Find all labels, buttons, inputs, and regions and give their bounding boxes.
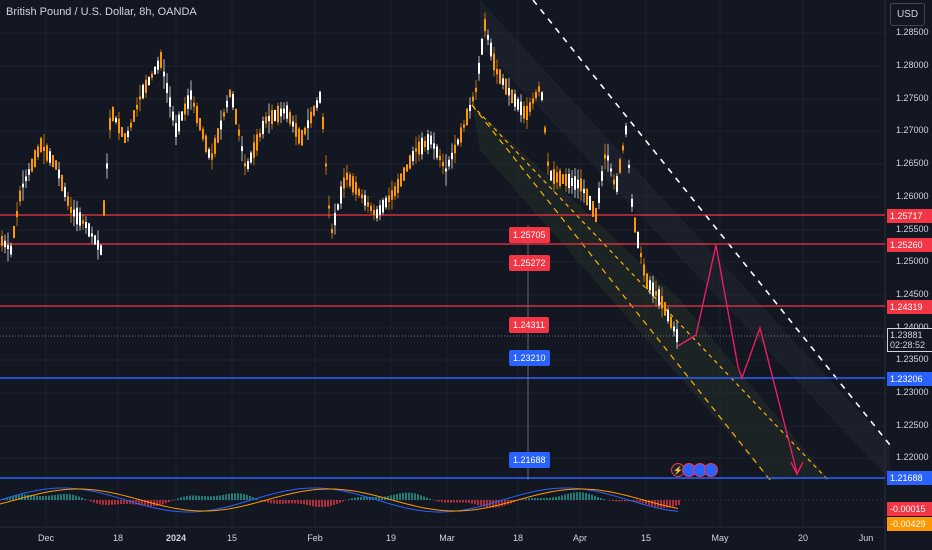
price-scale-label: 1.26500 xyxy=(896,158,929,168)
time-axis-label: 20 xyxy=(797,533,808,543)
time-axis-label: 15 xyxy=(226,533,237,543)
price-scale-label: 1.24000 xyxy=(896,322,929,332)
time-axis-label: Mar xyxy=(439,533,455,543)
time-axis-label: Feb xyxy=(307,533,323,543)
lightning-icon[interactable]: ⚡ xyxy=(671,463,685,477)
projection-path[interactable] xyxy=(677,244,798,474)
level-badge-5: 1.21688 xyxy=(509,452,550,468)
chart-title: British Pound / U.S. Dollar, 8h, OANDA xyxy=(6,6,197,18)
price-scale-label: 1.22500 xyxy=(896,420,929,430)
time-axis-label: Jun xyxy=(858,533,874,543)
time-axis-label: 19 xyxy=(385,533,396,543)
time-axis-label: Dec xyxy=(37,533,54,543)
time-axis-label: 15 xyxy=(640,533,651,543)
price-scale-label: 1.27500 xyxy=(896,93,929,103)
bar-countdown: 02:28:52 xyxy=(890,340,926,350)
price-scale-label: 1.27000 xyxy=(896,125,929,135)
economic-events[interactable]: ⚡ xyxy=(671,463,718,477)
axis-level-1: 1.25717 xyxy=(887,209,932,223)
level-badge-4: 1.23210 xyxy=(509,350,550,366)
current-price-value: 1.23881 xyxy=(890,330,923,340)
candlestick-series xyxy=(1,12,678,349)
currency-button[interactable]: USD xyxy=(890,3,925,26)
axis-level-5: 1.21688 xyxy=(887,471,932,485)
level-badge-2: 1.25272 xyxy=(509,255,550,271)
price-scale-label: 1.25000 xyxy=(896,256,929,266)
projection-arrowhead xyxy=(790,461,804,476)
us-flag-icon[interactable] xyxy=(704,463,718,477)
axis-level-4: 1.23206 xyxy=(887,372,932,386)
time-axis-label: 2024 xyxy=(166,533,187,543)
macd-value-label: -0.00015 xyxy=(887,502,932,516)
axis-level-3: 1.24319 xyxy=(887,300,932,314)
price-scale-label: 1.25500 xyxy=(896,224,929,234)
level-badge-1: 1.25705 xyxy=(509,227,550,243)
time-axis-label: Apr xyxy=(572,533,587,543)
axis-level-2: 1.25260 xyxy=(887,238,932,252)
price-scale-label: 1.24500 xyxy=(896,289,929,299)
channel-lower-line[interactable] xyxy=(471,104,771,481)
price-scale-label: 1.23000 xyxy=(896,387,929,397)
macd-pane xyxy=(0,487,885,513)
price-scale-label: 1.28000 xyxy=(896,60,929,70)
price-scale-label: 1.23500 xyxy=(896,354,929,364)
current-price-tag: 1.23881 02:28:52 xyxy=(887,328,932,352)
time-axis-label: 18 xyxy=(112,533,123,543)
price-scale-label: 1.28500 xyxy=(896,27,929,37)
price-scale-label: 1.26000 xyxy=(896,191,929,201)
time-axis-label: 18 xyxy=(512,533,523,543)
channel-outer-fill xyxy=(480,0,890,480)
signal-value-label: -0.00429 xyxy=(887,517,932,531)
price-scale-label: 1.22000 xyxy=(896,452,929,462)
time-axis-label: May xyxy=(711,533,729,543)
level-badge-3: 1.24311 xyxy=(509,317,549,333)
